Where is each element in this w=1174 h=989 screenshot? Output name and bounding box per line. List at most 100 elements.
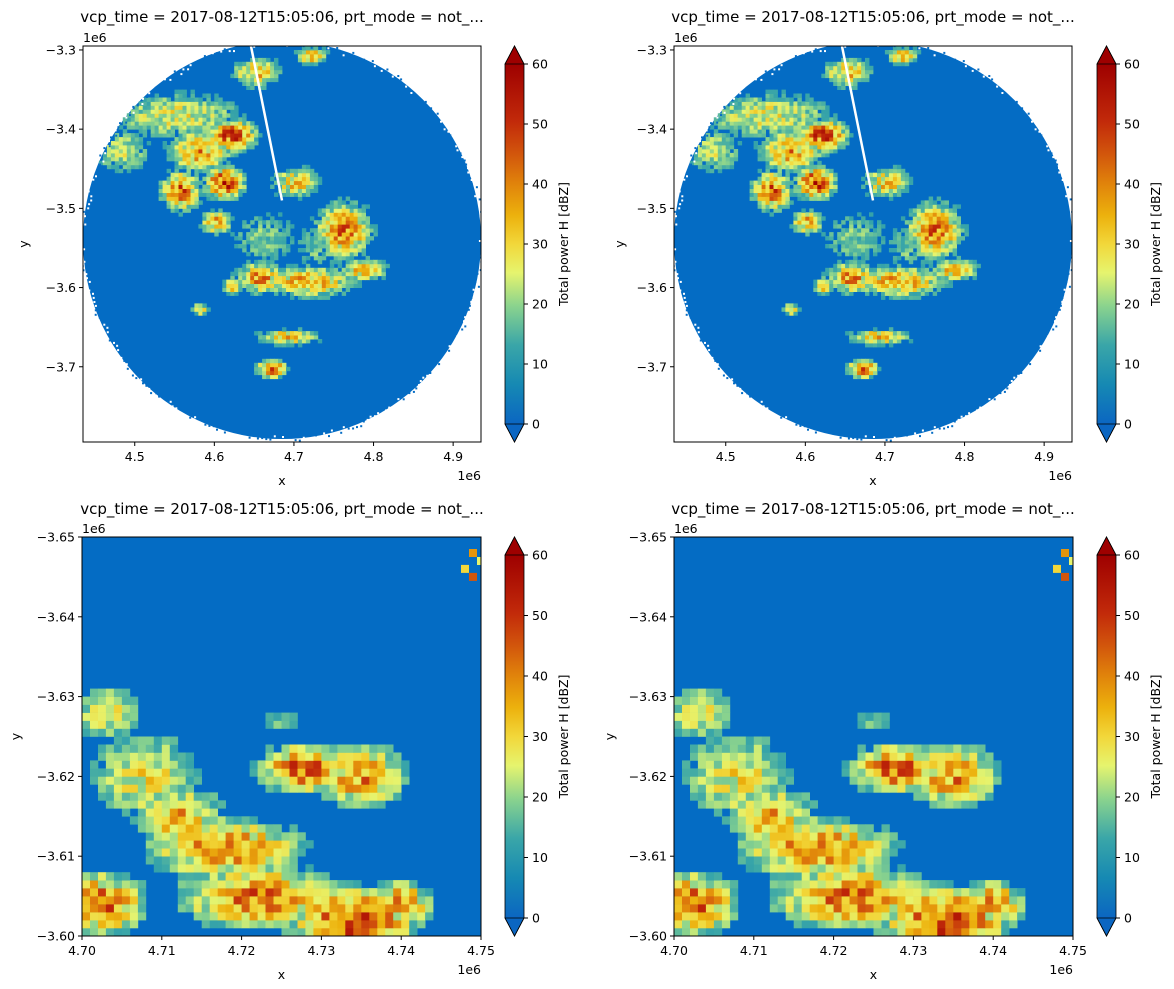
echo-cell <box>118 156 124 162</box>
echo-cell <box>317 57 323 63</box>
echo-cell <box>745 101 750 106</box>
rim-pixel <box>690 163 693 166</box>
echo-cell <box>729 896 739 905</box>
echo-cell <box>761 113 766 118</box>
echo-cell <box>373 228 378 233</box>
echo-cell <box>305 232 311 237</box>
echo-cell <box>793 101 798 106</box>
echo-cell <box>178 93 183 98</box>
echo-cell <box>218 164 223 170</box>
echo-cell <box>985 912 994 921</box>
rim-pixel <box>856 438 859 441</box>
echo-cell <box>749 97 754 102</box>
rim-pixel <box>113 341 115 344</box>
echo-cell <box>385 744 394 753</box>
rim-pixel <box>885 43 887 45</box>
echo-cell <box>297 848 306 857</box>
echo-cell <box>333 259 339 265</box>
echo-cell <box>297 928 306 936</box>
echo-cell <box>849 240 854 245</box>
echo-cell <box>293 331 299 336</box>
echo-cell <box>940 232 946 237</box>
echo-cell <box>765 149 770 154</box>
echo-cell <box>733 109 739 114</box>
echo-cell <box>353 232 358 237</box>
echo-cell <box>952 208 957 213</box>
echo-cell <box>238 145 243 150</box>
echo-cell <box>937 896 946 905</box>
echo-cell <box>993 880 1002 889</box>
echo-cell <box>757 168 762 174</box>
echo-cell <box>801 133 806 138</box>
echo-cell <box>138 109 144 114</box>
echo-cell <box>956 259 961 265</box>
echo-cell <box>258 271 263 277</box>
echo-cell <box>921 896 930 905</box>
echo-cell <box>945 928 954 936</box>
echo-cell <box>170 184 175 189</box>
echo-cell <box>781 89 786 94</box>
echo-cell <box>293 275 299 281</box>
echo-cell <box>198 109 203 114</box>
echo-cell <box>169 824 179 833</box>
echo-cell <box>305 176 311 182</box>
echo-cell <box>361 224 366 229</box>
echo-cell <box>333 248 339 253</box>
echo-cell <box>841 263 846 269</box>
echo-cell <box>861 287 866 292</box>
echo-cell <box>309 287 315 292</box>
beam-gap-line <box>840 46 875 201</box>
echo-cell <box>214 129 219 134</box>
echo-cell <box>321 240 327 245</box>
echo-cell <box>769 141 774 146</box>
echo-cell <box>182 192 187 197</box>
echo-cell <box>153 808 163 817</box>
echo-cell <box>769 156 774 162</box>
echo-cell <box>960 271 965 277</box>
echo-cell <box>797 125 802 130</box>
echo-cell <box>884 291 890 296</box>
echo-cell <box>210 129 215 134</box>
echo-cell <box>274 374 279 380</box>
echo-cell <box>944 224 949 229</box>
echo-cell <box>134 105 140 110</box>
echo-cell <box>353 896 362 905</box>
echo-cell <box>353 267 358 273</box>
echo-cell <box>246 141 251 146</box>
echo-cell <box>964 271 969 277</box>
echo-cell <box>841 133 846 138</box>
echo-cell <box>186 172 191 178</box>
echo-cell <box>329 912 338 921</box>
echo-cell <box>968 263 973 269</box>
echo-cell <box>849 283 854 288</box>
echo-cell <box>789 137 794 142</box>
echo-cell <box>274 283 279 288</box>
echo-cell <box>797 184 802 189</box>
echo-cell <box>177 784 187 793</box>
echo-cell <box>729 912 739 921</box>
echo-cell <box>130 133 136 138</box>
echo-cell <box>270 275 275 281</box>
rim-pixel <box>760 78 763 81</box>
echo-cell <box>317 259 323 265</box>
echo-cell <box>121 760 131 769</box>
echo-cell <box>873 184 878 189</box>
echo-cell <box>932 200 938 205</box>
echo-cell <box>209 856 218 865</box>
echo-cell <box>393 904 402 913</box>
echo-cell <box>121 696 131 705</box>
rim-pixel <box>142 382 144 385</box>
echo-cell <box>321 291 327 296</box>
rim-pixel <box>221 426 224 429</box>
echo-cell <box>137 800 147 809</box>
echo-cell <box>202 117 207 122</box>
echo-cell <box>297 192 303 197</box>
echo-cell <box>1009 904 1018 913</box>
echo-cell <box>225 832 234 841</box>
echo-cell <box>226 216 231 221</box>
echo-cell <box>202 184 207 189</box>
echo-cell <box>841 129 846 134</box>
echo-cell <box>230 109 235 114</box>
echo-cell <box>234 267 239 273</box>
echo-cell <box>214 192 219 197</box>
